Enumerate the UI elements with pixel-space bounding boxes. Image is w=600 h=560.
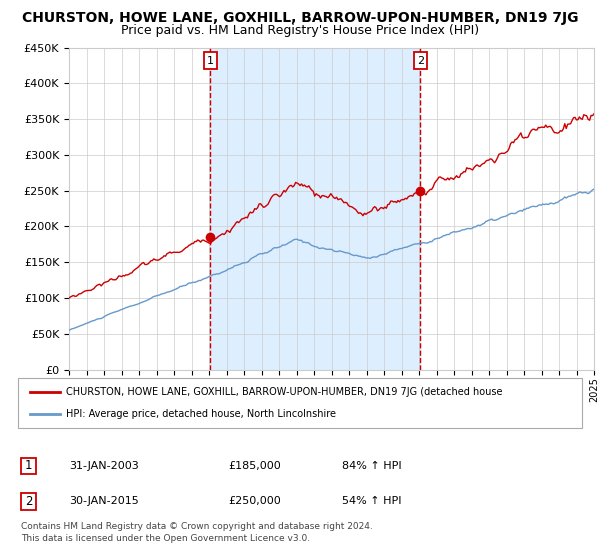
Text: 31-JAN-2003: 31-JAN-2003 [69,461,139,471]
Text: 2: 2 [417,55,424,66]
Text: £250,000: £250,000 [228,496,281,506]
Text: £185,000: £185,000 [228,461,281,471]
Text: Contains HM Land Registry data © Crown copyright and database right 2024.: Contains HM Land Registry data © Crown c… [21,522,373,531]
Text: 1: 1 [25,459,32,473]
Text: CHURSTON, HOWE LANE, GOXHILL, BARROW-UPON-HUMBER, DN19 7JG: CHURSTON, HOWE LANE, GOXHILL, BARROW-UPO… [22,11,578,25]
Text: 1: 1 [207,55,214,66]
Text: HPI: Average price, detached house, North Lincolnshire: HPI: Average price, detached house, Nort… [66,409,336,419]
Text: CHURSTON, HOWE LANE, GOXHILL, BARROW-UPON-HUMBER, DN19 7JG (detached house: CHURSTON, HOWE LANE, GOXHILL, BARROW-UPO… [66,387,503,397]
Text: 2: 2 [25,494,32,508]
Bar [211,48,421,370]
Text: Price paid vs. HM Land Registry's House Price Index (HPI): Price paid vs. HM Land Registry's House … [121,24,479,36]
Text: This data is licensed under the Open Government Licence v3.0.: This data is licensed under the Open Gov… [21,534,310,543]
Text: 30-JAN-2015: 30-JAN-2015 [69,496,139,506]
Text: 54% ↑ HPI: 54% ↑ HPI [342,496,401,506]
Text: 84% ↑ HPI: 84% ↑ HPI [342,461,401,471]
